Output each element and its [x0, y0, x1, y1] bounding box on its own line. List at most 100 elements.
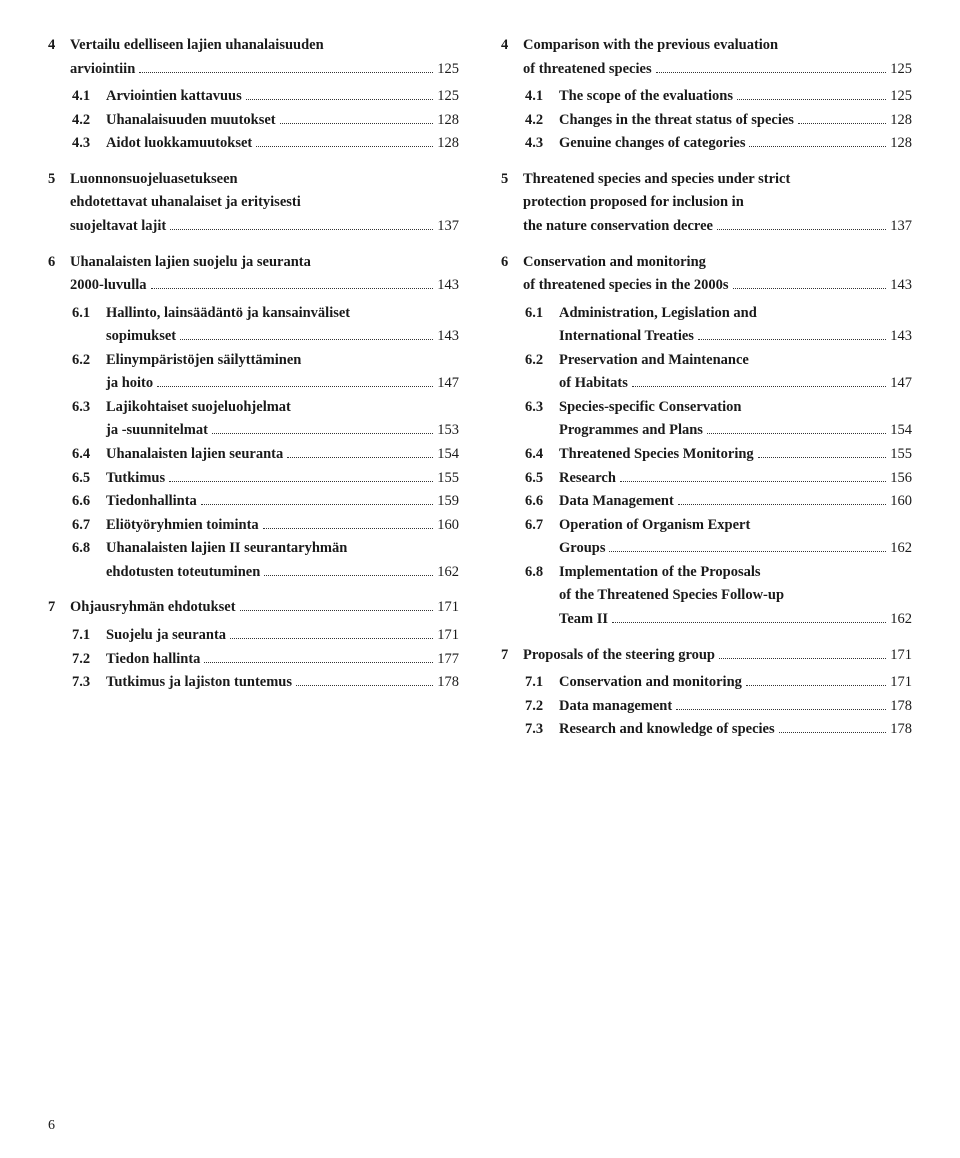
toc-num: 4 — [501, 36, 515, 56]
toc-subnum: 6.5 — [72, 469, 98, 489]
toc-subentry: 4.2Changes in the threat status of speci… — [501, 111, 912, 131]
toc-row: suojeltavat lajit137 — [48, 217, 459, 237]
toc-leader-dots — [656, 72, 887, 73]
toc-text: Tutkimus — [106, 469, 165, 489]
section-gap — [48, 158, 459, 170]
toc-subentry: 4.3Aidot luokkamuutokset128 — [48, 134, 459, 154]
toc-leader-dots — [296, 685, 433, 686]
toc-row: ja -suunnitelmat153 — [48, 421, 459, 441]
toc-text: Groups — [559, 539, 605, 559]
toc-row: 6.2 Preservation and Maintenance — [501, 351, 912, 371]
toc-row: protection proposed for inclusion in — [501, 193, 912, 213]
toc-leader-dots — [707, 433, 886, 434]
toc-text: Eliötyöryhmien toiminta — [106, 516, 259, 536]
toc-leader-dots — [749, 146, 886, 147]
toc-subentry: 6.7Eliötyöryhmien toiminta160 — [48, 516, 459, 536]
toc-text: the nature conservation decree — [523, 217, 713, 237]
toc-leader-dots — [280, 123, 434, 124]
toc-row: the nature conservation decree137 — [501, 217, 912, 237]
toc-subentry: 6.6Data Management160 — [501, 492, 912, 512]
toc-leader-dots — [201, 504, 433, 505]
toc-page: 143 — [890, 276, 912, 296]
toc-entry: 6Uhanalaisten lajien suojelu ja seuranta… — [48, 253, 459, 296]
toc-text: Genuine changes of categories — [559, 134, 745, 154]
toc-num: 6 — [501, 253, 515, 273]
toc-page: 178 — [890, 720, 912, 740]
toc-row: 7.3Research and knowledge of species178 — [501, 720, 912, 740]
toc-num: 4 — [48, 36, 62, 56]
toc-text: Lajikohtaiset suojeluohjelmat — [106, 398, 291, 418]
toc-text: Tutkimus ja lajiston tuntemus — [106, 673, 292, 693]
toc-subnum: 6.6 — [525, 492, 551, 512]
toc-text: Elinympäristöjen säilyttäminen — [106, 351, 301, 371]
toc-page: 125 — [890, 60, 912, 80]
toc-subnum: 4.1 — [72, 87, 98, 107]
page: 4Vertailu edelliseen lajien uhanalaisuud… — [0, 0, 960, 1158]
toc-page: 178 — [890, 697, 912, 717]
toc-page: 171 — [437, 598, 459, 618]
toc-row: 6.4Threatened Species Monitoring155 — [501, 445, 912, 465]
toc-subnum: 6.2 — [525, 351, 551, 371]
toc-subentry: 6.3Lajikohtaiset suojeluohjelmatja -suun… — [48, 398, 459, 441]
toc-row: 6.1Hallinto, lainsäädäntö ja kansainväli… — [48, 304, 459, 324]
toc-leader-dots — [733, 288, 887, 289]
toc-text: Tiedon hallinta — [106, 650, 200, 670]
toc-page: 128 — [890, 111, 912, 131]
toc-row: of threatened species in the 2000s143 — [501, 276, 912, 296]
toc-text: International Treaties — [559, 327, 694, 347]
toc-row: 6.8Implementation of the Proposals — [501, 563, 912, 583]
toc-page: 147 — [437, 374, 459, 394]
toc-leader-dots — [264, 575, 433, 576]
toc-row: 5Threatened species and species under st… — [501, 170, 912, 190]
page-number: 6 — [48, 1118, 55, 1134]
toc-subentry: 4.1The scope of the evaluations125 — [501, 87, 912, 107]
toc-text: Suojelu ja seuranta — [106, 626, 226, 646]
toc-subentry: 6.2 Elinympäristöjen säilyttäminen ja hoit… — [48, 351, 459, 394]
toc-text: protection proposed for inclusion in — [523, 193, 744, 213]
toc-row: 7Ohjausryhmän ehdotukset171 — [48, 598, 459, 618]
toc-page: 171 — [890, 673, 912, 693]
toc-row: 6.7Eliötyöryhmien toiminta160 — [48, 516, 459, 536]
toc-row: 6.5Tutkimus155 — [48, 469, 459, 489]
toc-subnum: 7.3 — [72, 673, 98, 693]
toc-text: Conservation and monitoring — [559, 673, 742, 693]
toc-page: 125 — [437, 60, 459, 80]
toc-row: ehdotettavat uhanalaiset ja erityisesti — [48, 193, 459, 213]
toc-page: 143 — [437, 276, 459, 296]
toc-row: 5Luonnonsuojeluasetukseen — [48, 170, 459, 190]
toc-page: 160 — [890, 492, 912, 512]
toc-subentry: 6.2Preservation and Maintenanceof Habita… — [501, 351, 912, 394]
toc-page: 162 — [890, 539, 912, 559]
toc-text: Species-specific Conservation — [559, 398, 741, 418]
toc-row: Team II162 — [501, 610, 912, 630]
toc-leader-dots — [609, 551, 886, 552]
toc-row: 4.1Arviointien kattavuus125 — [48, 87, 459, 107]
toc-text: ehdotettavat uhanalaiset ja erityisesti — [70, 193, 301, 213]
toc-subentry: 6.6Tiedonhallinta159 — [48, 492, 459, 512]
section-gap — [501, 158, 912, 170]
toc-subentry: 4.3Genuine changes of categories128 — [501, 134, 912, 154]
toc-page: 128 — [437, 134, 459, 154]
toc-leader-dots — [263, 528, 434, 529]
toc-row: 4.3Genuine changes of categories128 — [501, 134, 912, 154]
toc-leader-dots — [676, 709, 886, 710]
toc-row: ehdotusten toteutuminen162 — [48, 563, 459, 583]
toc-text: Uhanalaisten lajien suojelu ja seuranta — [70, 253, 311, 273]
toc-row: 6.1Administration, Legislation and — [501, 304, 912, 324]
toc-text: Preservation and Maintenance — [559, 351, 749, 371]
toc-subentry: 7.1Conservation and monitoring171 — [501, 673, 912, 693]
toc-subentry: 6.5Tutkimus155 — [48, 469, 459, 489]
toc-subnum: 6.2 — [72, 351, 98, 371]
toc-text: Threatened Species Monitoring — [559, 445, 754, 465]
toc-row: 2000-luvulla143 — [48, 276, 459, 296]
toc-leader-dots — [612, 622, 886, 623]
toc-page: 162 — [890, 610, 912, 630]
toc-subnum: 4.2 — [72, 111, 98, 131]
toc-text: Uhanalaisten lajien seuranta — [106, 445, 283, 465]
toc-subnum: 4.3 — [525, 134, 551, 154]
toc-page: 171 — [890, 646, 912, 666]
toc-page: 159 — [437, 492, 459, 512]
toc-row: 6.3Species-specific Conservation — [501, 398, 912, 418]
toc-num: 5 — [48, 170, 62, 190]
toc-text: ja hoito — [106, 374, 153, 394]
